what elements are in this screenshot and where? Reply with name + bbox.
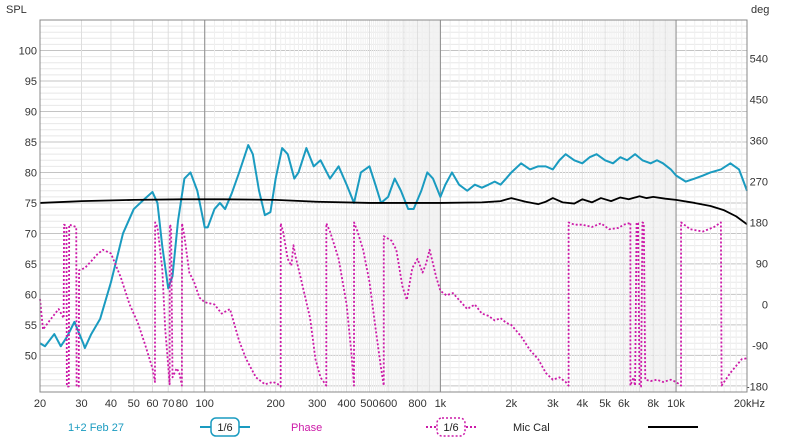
x-tick-label: 30	[75, 398, 87, 410]
right-tick-label: -180	[746, 382, 768, 394]
x-tick-label: 70	[162, 398, 174, 410]
left-tick-label: 70	[25, 228, 37, 240]
x-tick-label: 300	[308, 398, 326, 410]
x-tick-label: 100	[196, 398, 214, 410]
left-tick-label: 100	[19, 45, 37, 57]
left-tick-label: 95	[25, 76, 37, 88]
right-tick-label: -90	[752, 341, 768, 353]
right-axis-title: deg	[751, 4, 769, 16]
left-axis-title: SPL	[6, 4, 27, 16]
smoothing-badge-response[interactable]	[210, 417, 240, 437]
left-tick-label: 90	[25, 106, 37, 118]
x-tick-label: 200	[266, 398, 284, 410]
x-tick-label: 40	[105, 398, 117, 410]
legend-label-phase[interactable]: Phase	[291, 422, 322, 434]
left-tick-label: 55	[25, 320, 37, 332]
series-line-mic-cal	[39, 195, 748, 226]
right-tick-label: 180	[750, 217, 768, 229]
left-tick-label: 80	[25, 167, 37, 179]
x-tick-label: 10k	[667, 398, 685, 410]
plot-frame	[39, 19, 748, 393]
smoothing-label-response: 1/6	[217, 422, 232, 434]
right-tick-label: 360	[750, 135, 768, 147]
axes: SPL deg 50 55 60 65 70 75 80 85 90 95 100 -180 -90 0 90 1…	[6, 4, 769, 410]
x-tick-label: 400	[337, 398, 355, 410]
left-tick-label: 60	[25, 289, 37, 301]
legend-label-mic-cal[interactable]: Mic Cal	[513, 422, 550, 434]
plot-series	[39, 144, 748, 388]
legend-label-response[interactable]: 1+2 Feb 27	[68, 422, 124, 434]
legend[interactable]: 1+2 Feb 27 1/6 Phase 1/6 Mic Cal	[68, 417, 698, 437]
x-tick-label: 3k	[547, 398, 559, 410]
x-tick-label: 60	[146, 398, 158, 410]
grid-lines	[39, 19, 748, 393]
x-tick-label: 8k	[647, 398, 659, 410]
x-tick-label: 5k	[599, 398, 611, 410]
smoothing-badge-phase[interactable]	[436, 417, 466, 437]
x-tick-label: 1k	[435, 398, 447, 410]
x-tick-label: 20	[34, 398, 46, 410]
x-tick-label: 4k	[576, 398, 588, 410]
x-tick-label: 50	[128, 398, 140, 410]
left-tick-label: 75	[25, 198, 37, 210]
x-tick-label: 20kHz	[734, 398, 765, 410]
x-tick-label: 80	[176, 398, 188, 410]
left-tick-label: 85	[25, 137, 37, 149]
right-tick-label: 540	[750, 53, 768, 65]
x-tick-label: 800	[408, 398, 426, 410]
right-tick-label: 270	[750, 176, 768, 188]
x-tick-label: 6k	[618, 398, 630, 410]
smoothing-label-phase: 1/6	[443, 422, 458, 434]
series-line-phase	[39, 221, 748, 388]
left-tick-label: 65	[25, 259, 37, 271]
right-tick-label: 90	[756, 258, 768, 270]
right-tick-label: 450	[750, 94, 768, 106]
right-tick-label: 0	[762, 299, 768, 311]
x-tick-label: 600	[379, 398, 397, 410]
left-tick-label: 50	[25, 350, 37, 362]
x-tick-label: 2k	[506, 398, 518, 410]
x-tick-label: 500	[360, 398, 378, 410]
